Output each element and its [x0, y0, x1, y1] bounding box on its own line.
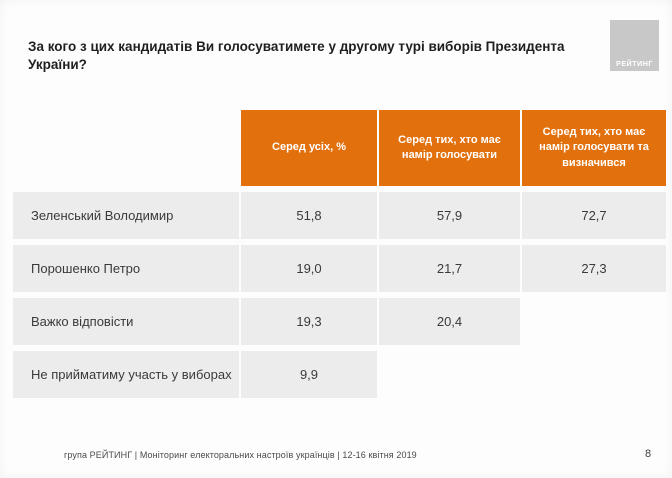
value-hard-to-answer-intend: 20,4	[379, 298, 520, 345]
value-poroshenko-intend: 21,7	[379, 245, 520, 292]
row-label-zelensky: Зеленський Володимир	[13, 192, 239, 239]
column-header-among-all: Серед усіх, %	[241, 110, 377, 186]
value-zelensky-intend: 57,9	[379, 192, 520, 239]
table-corner-spacer	[13, 110, 239, 186]
row-label-hard-to-answer: Важко відповісти	[13, 298, 239, 345]
poll-results-table: Серед усіх, % Серед тих, хто має намір г…	[13, 110, 666, 398]
value-poroshenko-all: 19,0	[241, 245, 377, 292]
column-header-intend-to-vote: Серед тих, хто має намір голосувати	[379, 110, 520, 186]
value-zelensky-all: 51,8	[241, 192, 377, 239]
rating-group-logo: РЕЙТИНГ	[610, 20, 659, 71]
value-will-not-vote-decided-empty	[522, 351, 666, 398]
rating-logo-label: РЕЙТИНГ	[616, 61, 653, 68]
value-hard-to-answer-all: 19,3	[241, 298, 377, 345]
value-will-not-vote-intend-empty	[379, 351, 520, 398]
value-poroshenko-decided: 27,3	[522, 245, 666, 292]
row-label-poroshenko: Порошенко Петро	[13, 245, 239, 292]
page-title: За кого з цих кандидатів Ви голосуватиме…	[28, 39, 565, 72]
column-header-intend-and-decided: Серед тих, хто має намір голосувати та в…	[522, 110, 666, 186]
value-hard-to-answer-decided-empty	[522, 298, 666, 345]
value-will-not-vote-all: 9,9	[241, 351, 377, 398]
row-label-will-not-vote: Не прийматиму участь у виборах	[13, 351, 239, 398]
footer-source-line: група РЕЙТИНГ | Моніторинг електоральних…	[64, 450, 417, 460]
page-number: 8	[644, 448, 652, 460]
value-zelensky-decided: 72,7	[522, 192, 666, 239]
